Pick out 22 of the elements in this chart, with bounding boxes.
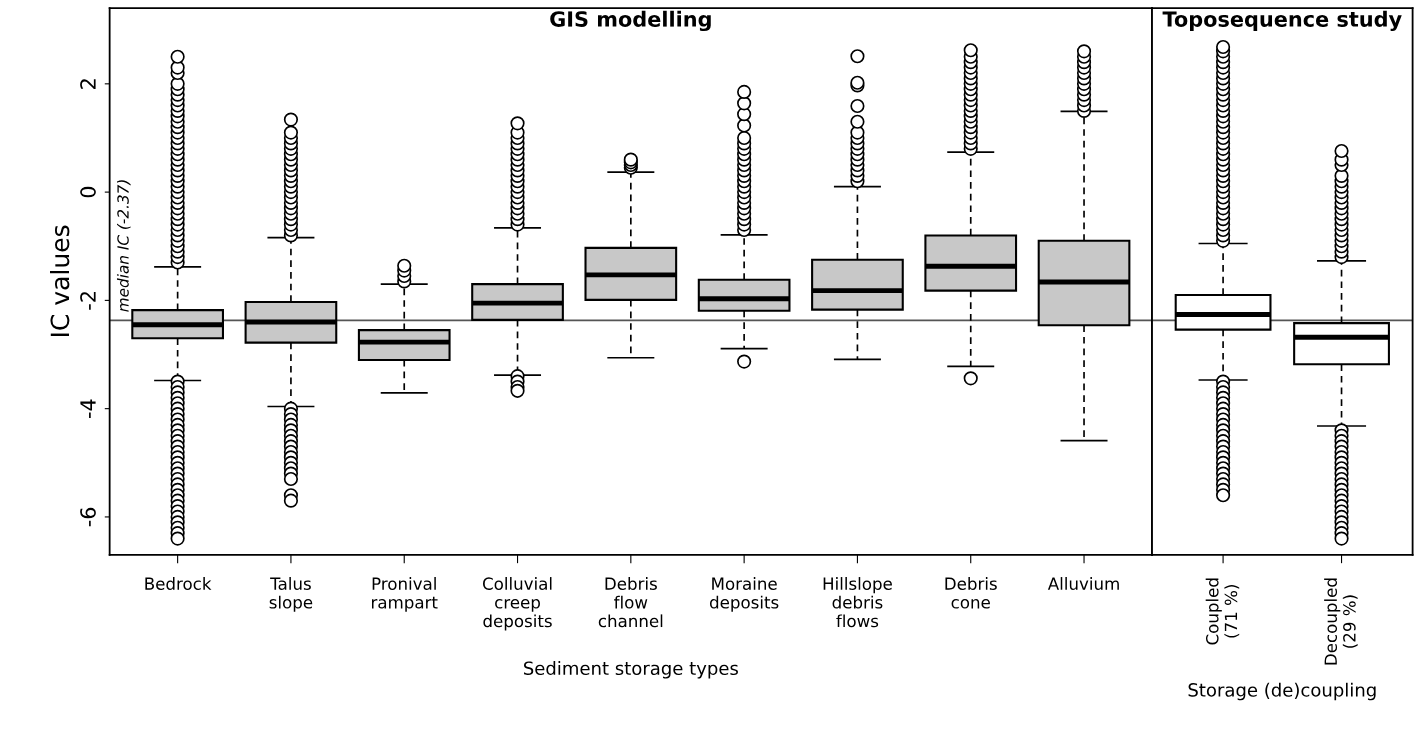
x-tick-label: Moraine deposits xyxy=(709,577,779,612)
y-tick-label: -4 xyxy=(80,399,96,419)
y-tick-label: 2 xyxy=(80,79,96,89)
y-tick-label: -2 xyxy=(80,292,96,310)
x-tick-label: Debris flow channel xyxy=(598,577,663,628)
y-tick-label: -6 xyxy=(80,507,96,527)
x-tick-label: Pronival rampart xyxy=(372,577,438,612)
x-tick-label: Colluvial creep deposits xyxy=(482,577,552,631)
x-tick-label: Decoupled (29 %) xyxy=(1324,578,1358,665)
chart-title: GIS modelling xyxy=(550,10,711,32)
x-tick-label: Hillslope debris flows xyxy=(823,577,892,628)
y-tick-label: 0 xyxy=(80,186,96,198)
x-tick-label: Debris cone xyxy=(945,577,997,609)
x-axis-title: Storage (de)coupling xyxy=(1188,682,1376,701)
y-axis-title: IC values xyxy=(50,225,70,337)
chart-title: Toposequence study xyxy=(1162,10,1402,32)
x-tick-label: Alluvium xyxy=(1047,577,1119,590)
x-tick-label: Coupled (71 %) xyxy=(1205,578,1240,645)
ref-line-label: median IC (-2.37) xyxy=(116,180,131,312)
x-tick-label: Bedrock xyxy=(145,577,212,590)
x-tick-label: Talus slope xyxy=(269,577,313,612)
x-axis-title: Sediment storage types xyxy=(523,661,738,679)
